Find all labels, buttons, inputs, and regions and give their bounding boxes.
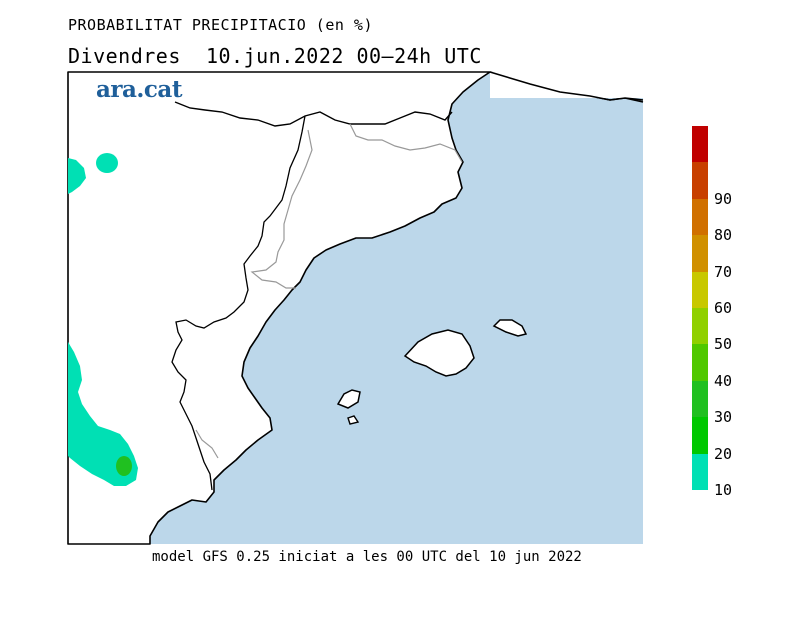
legend-label: 50	[714, 335, 733, 354]
ibiza-island	[336, 389, 361, 409]
legend-label: 60	[714, 299, 733, 317]
legend-swatch	[692, 162, 708, 199]
legend-label: 30	[714, 408, 733, 427]
legend-label: 20	[714, 444, 733, 463]
menorca-island	[492, 319, 528, 337]
mallorca-island	[403, 329, 475, 377]
legend-swatch	[692, 271, 708, 308]
map-title: PROBABILITAT PRECIPITACIO (en %)	[68, 16, 373, 34]
legend-swatch	[692, 126, 708, 163]
aracat-logo[interactable]: ara.cat	[96, 76, 182, 103]
legend-label: 10	[714, 481, 733, 499]
legend-label: 80	[714, 226, 733, 245]
province-border-3	[195, 429, 219, 459]
province-border-1	[349, 123, 463, 163]
legend-swatch	[692, 417, 708, 454]
legend-swatch	[692, 308, 708, 345]
land-area	[67, 71, 491, 545]
province-border-2	[250, 129, 313, 289]
legend-label: 40	[714, 371, 733, 390]
map-subtitle: Divendres 10.jun.2022 00—24h UTC	[68, 44, 482, 68]
legend-swatch	[692, 198, 708, 236]
legend-swatch	[692, 235, 708, 272]
model-footer: model GFS 0.25 iniciat a les 00 UTC del …	[152, 549, 582, 565]
legend-swatch	[692, 453, 708, 490]
legend-label: 90	[714, 189, 733, 208]
formentera-island	[347, 415, 360, 425]
precip-patch-small	[96, 153, 118, 173]
legend-swatch	[692, 380, 708, 418]
legend-label: 70	[714, 262, 733, 281]
legend-swatch	[692, 344, 708, 381]
france-coast-edge	[489, 71, 644, 101]
precip-patch-core	[116, 456, 132, 476]
aragon-border	[171, 115, 306, 491]
pyrenees-border	[174, 101, 453, 127]
precip-patch-west-top	[68, 158, 86, 194]
france-land	[490, 72, 643, 98]
precip-patch-southwest	[68, 342, 138, 486]
